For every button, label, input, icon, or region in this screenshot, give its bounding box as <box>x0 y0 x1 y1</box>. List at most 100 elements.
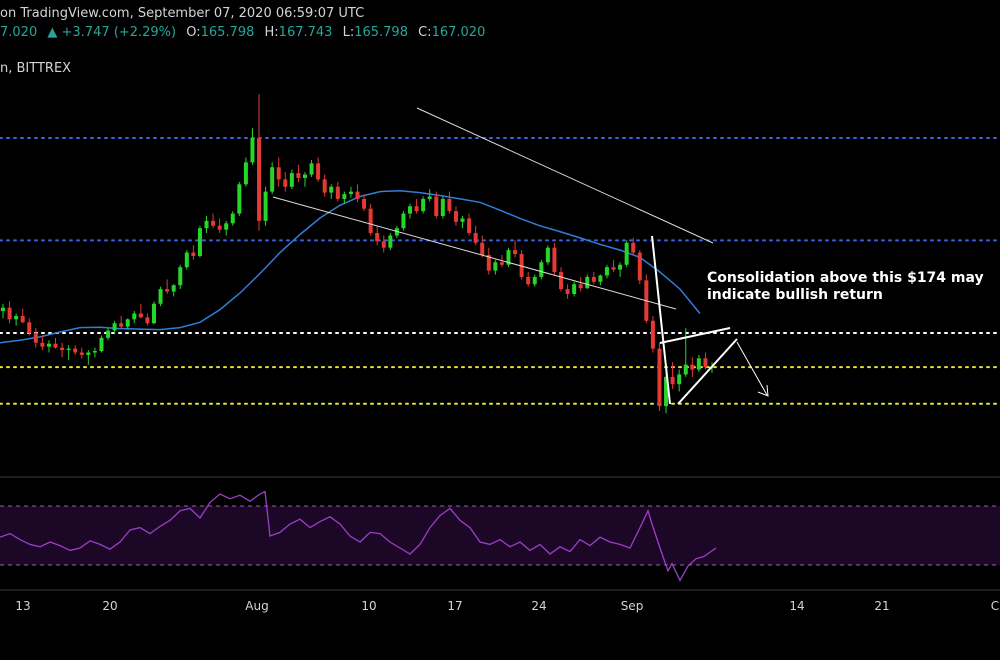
candle-16 <box>106 328 111 341</box>
candle-body <box>513 250 518 255</box>
candle-body <box>703 358 708 368</box>
candle-39 <box>257 94 262 231</box>
candle-body <box>112 323 117 331</box>
candle-34 <box>224 220 229 236</box>
candle-75 <box>493 259 498 275</box>
candle-body <box>434 196 439 216</box>
candle-50 <box>329 184 334 199</box>
candle-body <box>473 233 478 243</box>
candle-body <box>618 264 623 270</box>
candle-49 <box>322 174 327 197</box>
symbol-text: n, BITTREX <box>0 61 72 76</box>
candle-body <box>486 255 491 271</box>
candle-105 <box>690 357 695 377</box>
candle-body <box>276 167 281 180</box>
candle-19 <box>125 318 130 330</box>
candle-89 <box>585 274 590 290</box>
candle-body <box>664 376 669 407</box>
annotation-line-2: indicate bullish return <box>707 287 883 303</box>
candle-32 <box>211 213 216 229</box>
candle-body <box>624 242 629 265</box>
projection-arrow-head <box>757 384 769 397</box>
candle-95 <box>624 240 629 268</box>
candle-body <box>381 241 386 248</box>
candle-46 <box>302 172 307 187</box>
candle-body <box>532 276 537 285</box>
candle-93 <box>611 259 616 273</box>
candle-body <box>375 233 380 242</box>
candle-body <box>99 337 104 352</box>
candle-body <box>309 163 314 175</box>
candle-102 <box>670 362 675 390</box>
candle-body <box>362 198 367 209</box>
candle-body <box>598 275 603 282</box>
candle-15 <box>99 335 104 353</box>
candle-47 <box>309 159 314 177</box>
candle-body <box>401 213 406 229</box>
candle-body <box>559 272 564 290</box>
candle-97 <box>637 250 642 285</box>
time-axis: 13 20 Aug 10 17 24 Sep 14 21 C <box>15 599 999 613</box>
x-tick-label-8: 21 <box>874 599 889 613</box>
candle-body <box>132 313 137 320</box>
price-change: +3.747 (+2.29%) <box>61 25 177 40</box>
horizontal-levels <box>0 137 1000 405</box>
candle-body <box>565 289 570 294</box>
candle-body <box>165 289 170 292</box>
candle-body <box>151 303 156 324</box>
candle-98 <box>644 274 649 324</box>
candle-29 <box>191 245 196 260</box>
x-tick-label-4: 17 <box>447 599 462 613</box>
open-value: 165.798 <box>200 25 255 40</box>
candle-90 <box>591 272 596 285</box>
candle-body <box>506 250 511 265</box>
high-label: H: <box>264 25 279 40</box>
candle-35 <box>230 211 235 226</box>
candle-body <box>388 235 393 248</box>
candle-body <box>33 333 38 343</box>
candle-65 <box>427 189 432 202</box>
candle-4 <box>27 318 32 336</box>
candle-body <box>158 289 163 304</box>
pennant-lower-line <box>677 338 738 405</box>
candle-74 <box>486 247 491 275</box>
candle-body <box>217 225 222 230</box>
candle-82 <box>539 259 544 280</box>
candle-55 <box>362 194 367 212</box>
candle-73 <box>480 235 485 258</box>
candle-10 <box>66 345 71 360</box>
candle-body <box>20 315 25 323</box>
candle-body <box>1 307 5 312</box>
trend-lines <box>272 107 769 405</box>
candle-44 <box>289 169 294 190</box>
candle-80 <box>526 272 531 287</box>
candle-body <box>119 323 124 327</box>
header-source-line: on TradingView.com, September 07, 2020 0… <box>0 6 364 21</box>
candle-101 <box>664 372 669 414</box>
rsi-line <box>0 490 717 582</box>
candle-87 <box>572 281 577 297</box>
candle-78 <box>513 240 518 258</box>
candle-body <box>237 184 242 214</box>
candle-body <box>66 348 71 351</box>
candle-22 <box>145 313 150 326</box>
candle-body <box>690 364 695 370</box>
candle-81 <box>532 274 537 287</box>
candle-body <box>211 220 216 226</box>
candle-26 <box>171 284 176 297</box>
chart-annotation: Consolidation above this $174 may indica… <box>707 270 984 304</box>
candle-body <box>670 376 675 385</box>
candle-104 <box>683 328 688 377</box>
candle-33 <box>217 218 222 234</box>
candle-body <box>283 179 288 187</box>
candle-72 <box>473 225 478 246</box>
header-source-text: on TradingView.com, September 07, 2020 0… <box>0 6 365 21</box>
candle-94 <box>618 262 623 277</box>
candle-62 <box>408 203 413 219</box>
candle-17 <box>112 320 117 333</box>
candle-body <box>329 186 334 193</box>
candle-body <box>14 315 19 320</box>
candle-91 <box>598 274 603 286</box>
candle-body <box>591 276 596 282</box>
